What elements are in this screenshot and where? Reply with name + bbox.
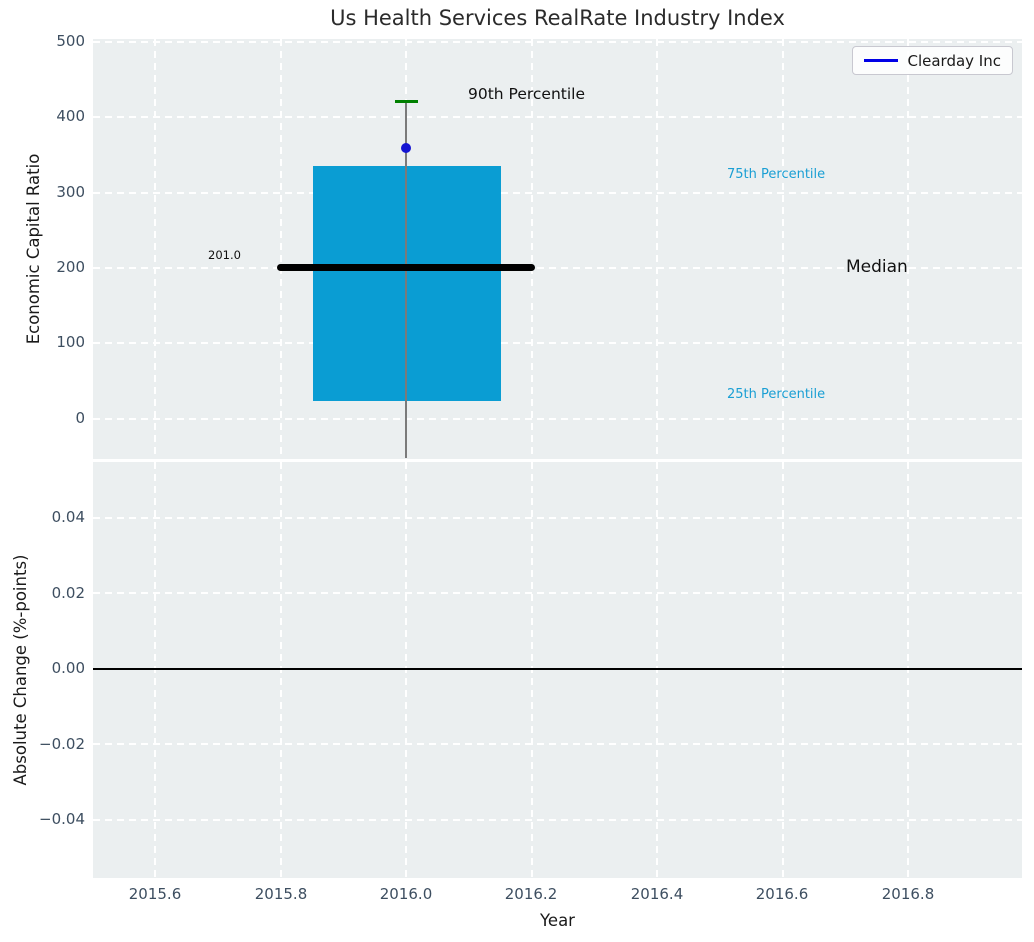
- top-y-axis-label: Economic Capital Ratio: [24, 153, 43, 345]
- ytick-label: 300: [56, 183, 85, 201]
- iqr-box: [313, 166, 501, 401]
- gridline: [531, 39, 533, 459]
- legend: Clearday Inc: [852, 46, 1013, 75]
- gridline: [154, 39, 156, 459]
- gridline: [656, 462, 658, 878]
- gridline: [93, 41, 1022, 43]
- bottom-y-axis-label: Absolute Change (%-points): [11, 554, 30, 786]
- ytick-label: 500: [56, 32, 85, 50]
- ytick-label: 400: [56, 107, 85, 125]
- annotation-25th-percentile: 25th Percentile: [727, 387, 826, 402]
- median-line: [277, 264, 535, 271]
- gridline: [531, 462, 533, 878]
- bottom-subplot: [93, 462, 1022, 878]
- xtick-label: 2016.4: [630, 885, 684, 903]
- gridline: [782, 39, 784, 459]
- annotation-median-value: 201.0: [208, 248, 241, 262]
- company-data-point: [401, 143, 411, 153]
- gridline: [154, 462, 156, 878]
- gridline: [93, 116, 1022, 118]
- gridline: [93, 267, 1022, 269]
- ytick-label: 100: [56, 333, 85, 351]
- ytick-label: 0.02: [51, 584, 85, 602]
- ytick-label: 0: [75, 409, 85, 427]
- xtick-label: 2016.2: [504, 885, 558, 903]
- ytick-label: 0.00: [51, 659, 85, 677]
- xtick-label: 2016.6: [755, 885, 809, 903]
- gridline: [907, 462, 909, 878]
- annotation-90th-percentile: 90th Percentile: [468, 85, 586, 103]
- xtick-label: 2015.8: [254, 885, 308, 903]
- gridline: [280, 39, 282, 459]
- gridline: [93, 517, 1022, 519]
- legend-entry-label: Clearday Inc: [907, 51, 1001, 70]
- gridline: [93, 819, 1022, 821]
- legend-line-sample: [864, 59, 899, 62]
- top-subplot: 90th Percentile 75th Percentile Median 2…: [93, 39, 1022, 459]
- zero-baseline: [93, 668, 1022, 670]
- gridline: [93, 743, 1022, 745]
- gridline: [93, 342, 1022, 344]
- annotation-median: Median: [846, 257, 908, 277]
- xtick-label: 2015.6: [128, 885, 182, 903]
- p90-cap: [395, 100, 418, 103]
- gridline: [93, 592, 1022, 594]
- xtick-label: 2016.8: [881, 885, 935, 903]
- gridline: [93, 418, 1022, 420]
- gridline: [405, 462, 407, 878]
- ytick-label: −0.04: [39, 810, 85, 828]
- gridline: [907, 39, 909, 459]
- x-axis-label: Year: [540, 911, 575, 930]
- ytick-label: −0.02: [39, 735, 85, 753]
- gridline: [656, 39, 658, 459]
- whisker-line: [405, 101, 407, 458]
- gridline: [280, 462, 282, 878]
- gridline: [782, 462, 784, 878]
- ytick-label: 200: [56, 258, 85, 276]
- ytick-label: 0.04: [51, 508, 85, 526]
- gridline: [93, 192, 1022, 194]
- chart-title: Us Health Services RealRate Industry Ind…: [330, 6, 785, 30]
- annotation-75th-percentile: 75th Percentile: [727, 167, 826, 182]
- xtick-label: 2016.0: [379, 885, 433, 903]
